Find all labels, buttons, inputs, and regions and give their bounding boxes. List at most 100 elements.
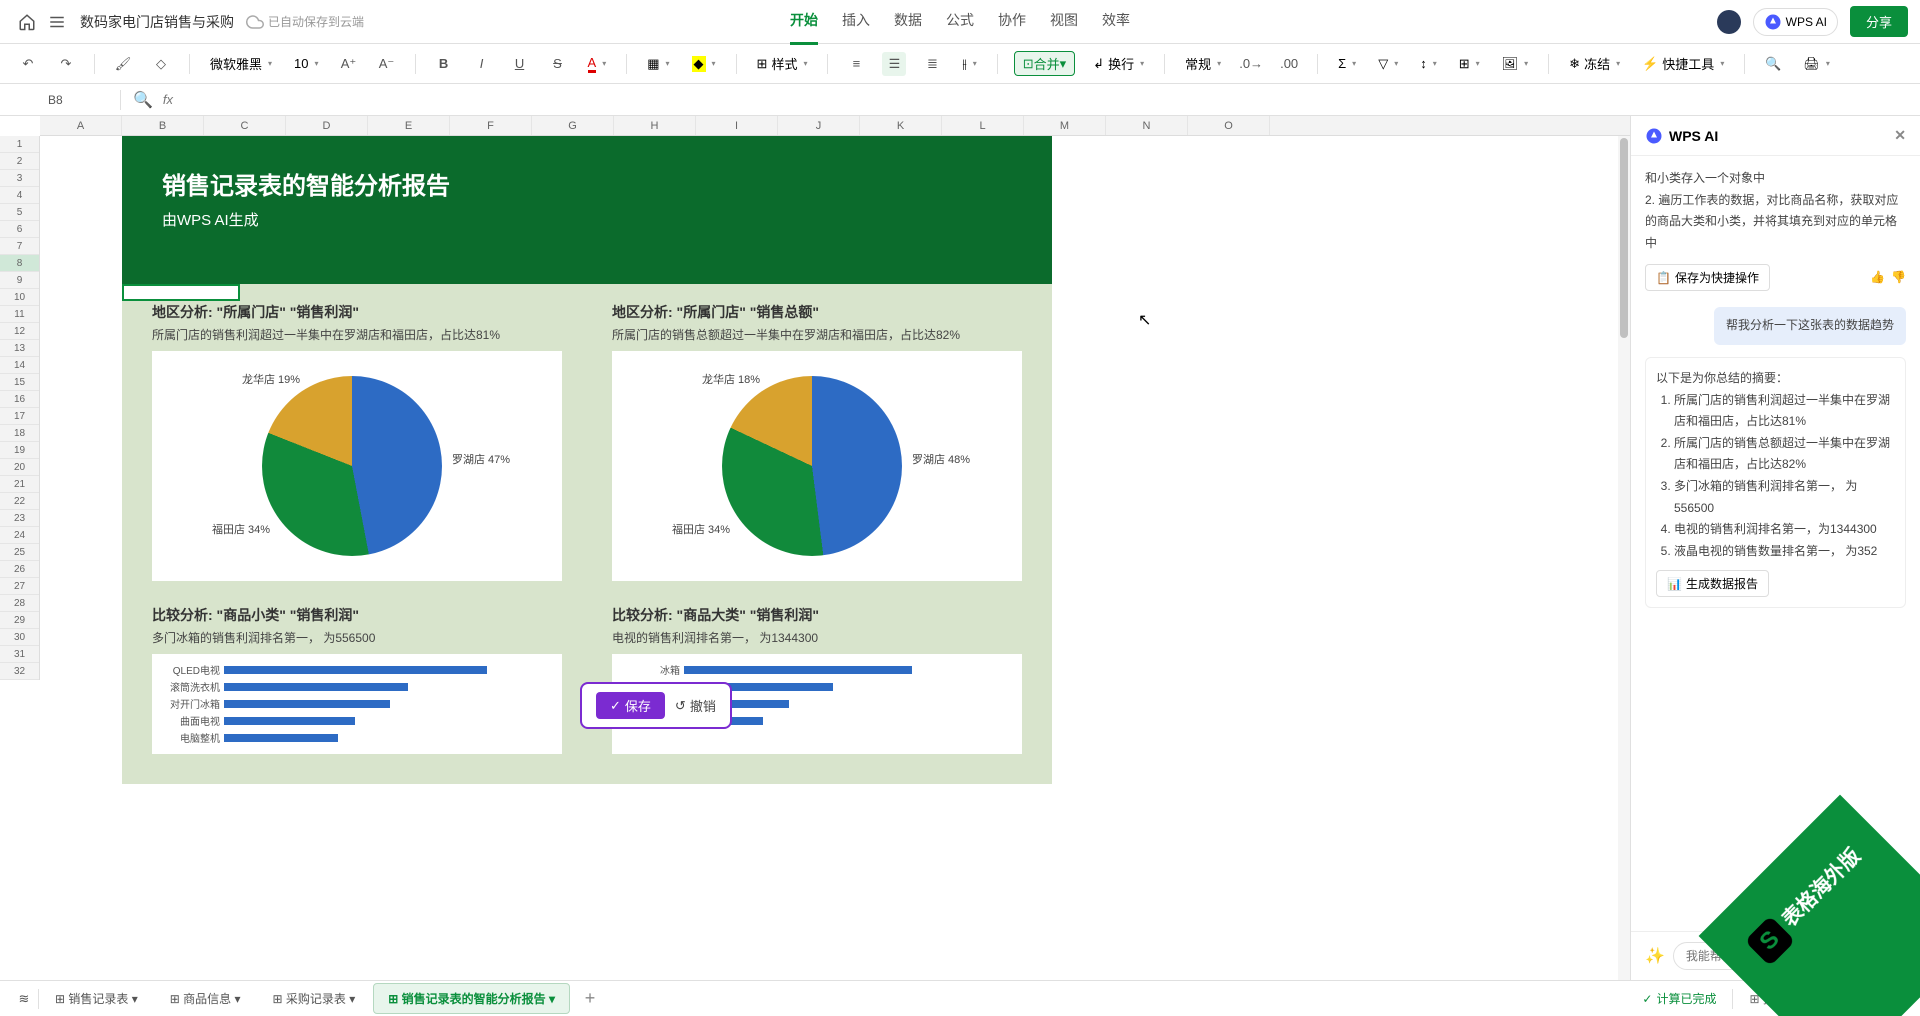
clear-format-icon[interactable]: ◇ (149, 52, 173, 76)
row-header[interactable]: 18 (0, 425, 39, 442)
sort-icon[interactable]: ↕ (1416, 54, 1441, 73)
row-header[interactable]: 16 (0, 391, 39, 408)
undo-button[interactable]: ↺ 撤销 (675, 692, 716, 719)
align-center-icon[interactable]: ☰ (882, 52, 906, 76)
row-header[interactable]: 7 (0, 238, 39, 255)
col-header[interactable]: D (286, 116, 368, 135)
col-header[interactable]: H (614, 116, 696, 135)
row-header[interactable]: 30 (0, 629, 39, 646)
wps-ai-button[interactable]: WPS AI (1753, 8, 1838, 36)
col-header[interactable]: N (1106, 116, 1188, 135)
col-header[interactable]: M (1024, 116, 1106, 135)
print-icon[interactable]: 🖨 (1799, 54, 1834, 74)
row-header[interactable]: 26 (0, 561, 39, 578)
menu-icon[interactable] (42, 7, 72, 37)
fill-color-icon[interactable]: ◆ (688, 54, 720, 74)
col-header[interactable]: F (450, 116, 532, 135)
menu-tab-1[interactable]: 插入 (842, 0, 870, 45)
row-header[interactable]: 2 (0, 153, 39, 170)
vertical-scrollbar[interactable] (1618, 136, 1630, 980)
sheet-tab[interactable]: ⊞ 商品信息 ▾ (156, 984, 255, 1013)
cell-style-select[interactable]: ⊞ 样式 (753, 52, 812, 75)
sheet-tab[interactable]: ⊞ 采购记录表 ▾ (259, 984, 370, 1013)
row-header[interactable]: 3 (0, 170, 39, 187)
italic-icon[interactable]: I (470, 52, 494, 76)
col-header[interactable]: E (368, 116, 450, 135)
cell-reference[interactable]: B8 (48, 93, 108, 107)
menu-tab-2[interactable]: 数据 (894, 0, 922, 45)
undo-icon[interactable]: ↶ (16, 52, 40, 76)
decimal-inc-icon[interactable]: .0→ (1239, 52, 1263, 76)
col-header[interactable]: J (778, 116, 860, 135)
row-header[interactable]: 10 (0, 289, 39, 306)
add-sheet-button[interactable]: + (578, 987, 602, 1011)
increase-font-icon[interactable]: A⁺ (337, 52, 361, 76)
ai-spark-icon[interactable]: ✨ (1645, 946, 1665, 966)
zoom-formula-icon[interactable]: 🔍 (133, 90, 153, 110)
merge-cells-button[interactable]: ⊡ 合并 ▾ (1014, 51, 1075, 76)
strike-icon[interactable]: S (546, 52, 570, 76)
selected-cell[interactable] (122, 284, 240, 301)
row-header[interactable]: 12 (0, 323, 39, 340)
canvas[interactable]: 销售记录表的智能分析报告 由WPS AI生成 地区分析: "所属门店" "销售利… (40, 136, 1630, 980)
thumbs-up-icon[interactable]: 👍 (1870, 267, 1885, 289)
save-button[interactable]: ✓ 保存 (596, 692, 665, 719)
align-right-icon[interactable]: ≣ (920, 52, 944, 76)
row-header[interactable]: 17 (0, 408, 39, 425)
bold-icon[interactable]: B (432, 52, 456, 76)
row-header[interactable]: 28 (0, 595, 39, 612)
decrease-font-icon[interactable]: A⁻ (375, 52, 399, 76)
sheet-tab[interactable]: ⊞ 销售记录表的智能分析报告 ▾ (373, 983, 570, 1014)
font-size-select[interactable]: 10 (290, 54, 322, 73)
border-icon[interactable]: ▦ (643, 54, 673, 74)
font-select[interactable]: 微软雅黑 (206, 52, 276, 75)
shortcut-tools-button[interactable]: ⚡ 快捷工具 (1638, 52, 1728, 75)
align-left-icon[interactable]: ≡ (844, 52, 868, 76)
redo-icon[interactable]: ↷ (54, 52, 78, 76)
row-header[interactable]: 4 (0, 187, 39, 204)
row-header[interactable]: 21 (0, 476, 39, 493)
row-header[interactable]: 5 (0, 204, 39, 221)
sum-icon[interactable]: Σ (1334, 54, 1360, 73)
valign-icon[interactable]: ⫲ (958, 54, 980, 74)
avatar[interactable] (1717, 10, 1741, 34)
fx-label[interactable]: fx (163, 92, 173, 107)
underline-icon[interactable]: U (508, 52, 532, 76)
font-color-icon[interactable]: A (584, 53, 611, 75)
col-header[interactable]: G (532, 116, 614, 135)
menu-tab-6[interactable]: 效率 (1102, 0, 1130, 45)
quick-save-button[interactable]: 📋 保存为快捷操作 (1645, 264, 1770, 291)
row-header[interactable]: 6 (0, 221, 39, 238)
row-header[interactable]: 24 (0, 527, 39, 544)
row-header[interactable]: 22 (0, 493, 39, 510)
row-header[interactable]: 11 (0, 306, 39, 323)
col-header[interactable]: C (204, 116, 286, 135)
menu-tab-5[interactable]: 视图 (1050, 0, 1078, 45)
image-icon[interactable]: 🖼 (1498, 54, 1533, 74)
col-header[interactable]: I (696, 116, 778, 135)
wrap-text-button[interactable]: ↲ 换行 (1089, 52, 1148, 75)
row-header[interactable]: 31 (0, 646, 39, 663)
col-header[interactable]: O (1188, 116, 1270, 135)
freeze-button[interactable]: ❄ 冻结 (1565, 52, 1624, 75)
row-header[interactable]: 1 (0, 136, 39, 153)
decimal-dec-icon[interactable]: .00 (1277, 52, 1301, 76)
row-header[interactable]: 20 (0, 459, 39, 476)
row-header[interactable]: 14 (0, 357, 39, 374)
search-icon[interactable]: 🔍 (1761, 52, 1785, 76)
layers-icon[interactable]: ≋ (12, 987, 36, 1011)
col-header[interactable]: K (860, 116, 942, 135)
menu-tab-0[interactable]: 开始 (790, 0, 818, 45)
row-header[interactable]: 15 (0, 374, 39, 391)
menu-tab-3[interactable]: 公式 (946, 0, 974, 45)
row-header[interactable]: 8 (0, 255, 39, 272)
row-header[interactable]: 27 (0, 578, 39, 595)
number-format-select[interactable]: 常规 (1181, 52, 1225, 75)
col-header[interactable]: B (122, 116, 204, 135)
share-button[interactable]: 分享 (1850, 6, 1908, 37)
row-header[interactable]: 19 (0, 442, 39, 459)
find-icon[interactable]: ⊞ (1455, 54, 1484, 74)
col-header[interactable]: L (942, 116, 1024, 135)
close-icon[interactable]: ✕ (1894, 127, 1906, 144)
menu-tab-4[interactable]: 协作 (998, 0, 1026, 45)
